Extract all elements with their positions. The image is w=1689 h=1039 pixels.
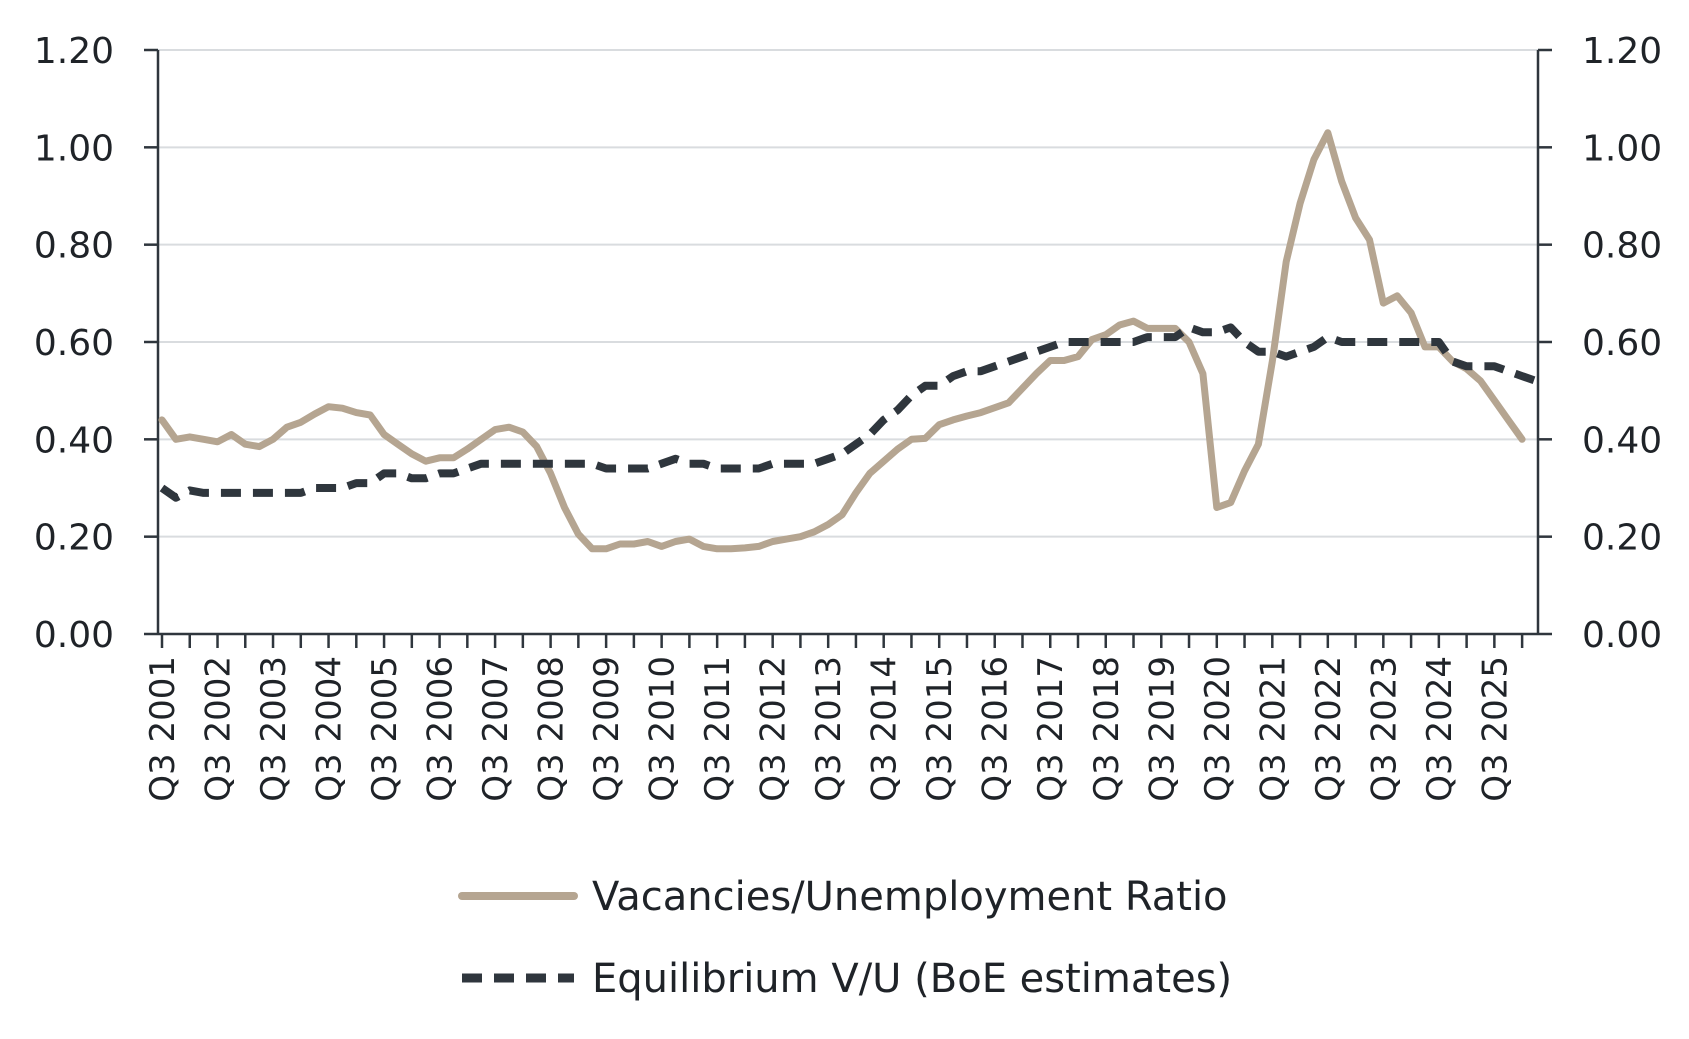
y-tick-label-left: 0.60: [34, 323, 114, 364]
y-tick-label-right: 0.60: [1582, 323, 1662, 364]
y-tick-label-right: 0.80: [1582, 226, 1662, 267]
x-tick-label: Q3 2023: [1364, 656, 1404, 802]
y-tick-label-right: 0.20: [1582, 518, 1662, 559]
x-tick-label: Q3 2014: [865, 656, 905, 802]
x-tick-label: Q3 2020: [1198, 656, 1238, 802]
x-tick-label: Q3 2016: [976, 656, 1016, 802]
x-tick-label: Q3 2013: [809, 656, 849, 802]
y-tick-label-left: 0.40: [34, 420, 114, 461]
x-tick-label: Q3 2005: [365, 656, 405, 802]
legend-label: Vacancies/Unemployment Ratio: [592, 874, 1228, 920]
y-tick-label-right: 0.40: [1582, 420, 1662, 461]
y-tick-label-right: 1.20: [1582, 31, 1662, 72]
series-line-equilibrium: [159, 323, 1538, 502]
x-tick-label: Q3 2024: [1420, 656, 1460, 802]
y-tick-label-left: 1.00: [34, 128, 114, 169]
x-tick-label: Q3 2022: [1309, 656, 1349, 802]
x-tick-label: Q3 2001: [143, 656, 183, 802]
grid: [158, 49, 1538, 538]
legend-label: Equilibrium V/U (BoE estimates): [592, 956, 1232, 1002]
axes: 0.00 0.00 0.20 0.20 0.40 0.40 0.60 0.60 0.80 0.80…: [34, 31, 1662, 802]
x-tick-label: Q3 2006: [421, 656, 461, 802]
x-tick-label: Q3 2010: [643, 656, 683, 802]
y-tick-label-left: 0.20: [34, 518, 114, 559]
x-tick-label: Q3 2011: [698, 656, 738, 802]
x-tick-label: Q3 2017: [1031, 656, 1071, 802]
x-tick-label: Q3 2003: [254, 656, 294, 802]
x-tick-label: Q3 2015: [920, 656, 960, 802]
x-tick-label: Q3 2021: [1253, 656, 1293, 802]
x-tick-label: Q3 2012: [754, 656, 794, 802]
y-tick-label-right: 1.00: [1582, 128, 1662, 169]
x-tick-label: Q3 2007: [476, 656, 516, 802]
x-tick-label: Q3 2009: [587, 656, 627, 802]
x-tick-label: Q3 2019: [1142, 656, 1182, 802]
x-tick-label: Q3 2004: [310, 656, 350, 802]
series-lines: [158, 129, 1538, 553]
y-tick-label-left: 0.80: [34, 226, 114, 267]
y-tick-label-right: 0.00: [1582, 615, 1662, 656]
x-tick-label: Q3 2025: [1475, 656, 1515, 802]
y-tick-label-left: 1.20: [34, 31, 114, 72]
x-tick-label: Q3 2018: [1087, 656, 1127, 802]
x-tick-label: Q3 2002: [199, 656, 239, 802]
x-tick-label: Q3 2008: [532, 656, 572, 802]
series-line-vacancies: [158, 129, 1526, 553]
legend: Vacancies/Unemployment Ratio Equilibrium …: [458, 874, 1232, 1002]
y-tick-label-left: 0.00: [34, 615, 114, 656]
